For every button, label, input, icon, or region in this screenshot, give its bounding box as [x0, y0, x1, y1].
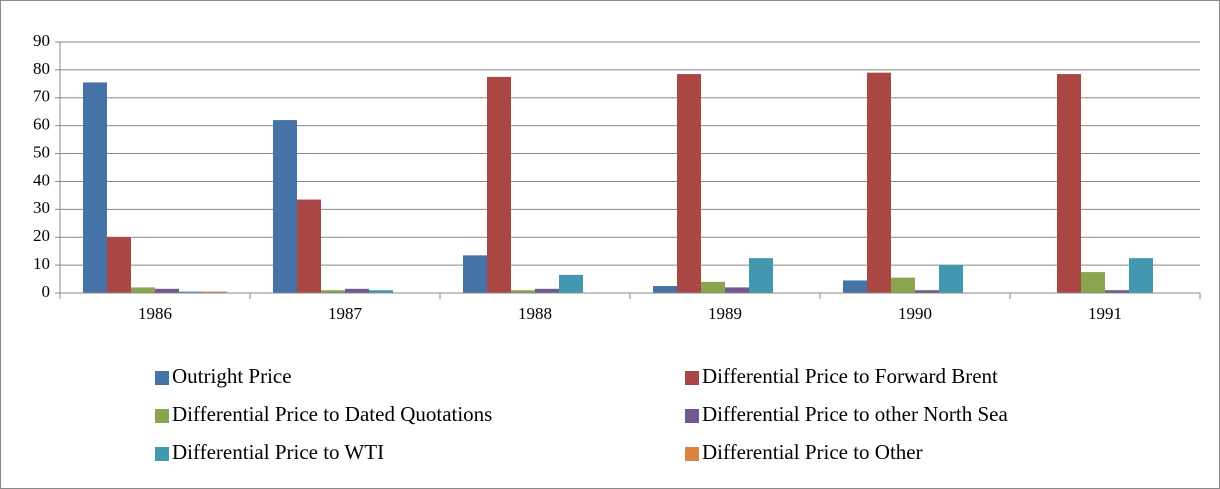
legend-label: Differential Price to other North Sea: [702, 402, 1008, 426]
bar: [1105, 290, 1129, 293]
bar: [345, 288, 369, 293]
y-tick-label: 20: [33, 226, 50, 245]
y-tick-label: 90: [33, 31, 50, 50]
legend-label: Differential Price to WTI: [172, 440, 384, 464]
legend-swatch: [155, 371, 169, 385]
x-tick-label: 1990: [898, 304, 932, 323]
legend-swatch: [685, 409, 699, 423]
y-tick-label: 40: [33, 170, 50, 189]
bar: [107, 237, 131, 293]
legend-swatch: [155, 447, 169, 461]
y-tick-label: 0: [42, 282, 51, 301]
x-tick-label: 1991: [1088, 304, 1122, 323]
bar: [653, 286, 677, 293]
legend-label: Outright Price: [172, 364, 292, 388]
legend-swatch: [155, 409, 169, 423]
bar: [1129, 258, 1153, 293]
legend-label: Differential Price to Forward Brent: [702, 364, 998, 388]
bar: [83, 82, 107, 293]
legend-label: Differential Price to Dated Quotations: [172, 402, 492, 426]
y-tick-label: 60: [33, 115, 50, 134]
bar: [1081, 272, 1105, 293]
legend-label: Differential Price to Other: [702, 440, 923, 464]
bar: [487, 76, 511, 293]
bar: [891, 277, 915, 293]
x-tick-label: 1988: [518, 304, 552, 323]
y-tick-label: 30: [33, 198, 50, 217]
legend-swatch: [685, 371, 699, 385]
bar: [463, 255, 487, 293]
bar: [559, 274, 583, 293]
bar: [273, 120, 297, 293]
bar: [1057, 74, 1081, 293]
bar: [939, 265, 963, 293]
bar: [511, 290, 535, 293]
y-tick-label: 50: [33, 142, 50, 161]
bar: [535, 288, 559, 293]
x-tick-label: 1987: [328, 304, 363, 323]
bar: [369, 290, 393, 293]
y-tick-label: 80: [33, 59, 50, 78]
bar: [867, 72, 891, 293]
y-tick-label: 70: [33, 87, 50, 106]
bar: [203, 291, 227, 293]
bar: [725, 287, 749, 293]
bar: [179, 291, 203, 293]
bar: [701, 281, 725, 293]
bar: [915, 290, 939, 293]
x-tick-label: 1989: [708, 304, 742, 323]
bar: [749, 258, 773, 293]
y-tick-label: 10: [33, 254, 50, 273]
bar: [155, 288, 179, 293]
bar: [677, 74, 701, 293]
bar: [321, 290, 345, 293]
bar: [297, 199, 321, 293]
x-tick-label: 1986: [138, 304, 172, 323]
bar: [131, 287, 155, 293]
legend-swatch: [685, 447, 699, 461]
bar: [843, 280, 867, 293]
